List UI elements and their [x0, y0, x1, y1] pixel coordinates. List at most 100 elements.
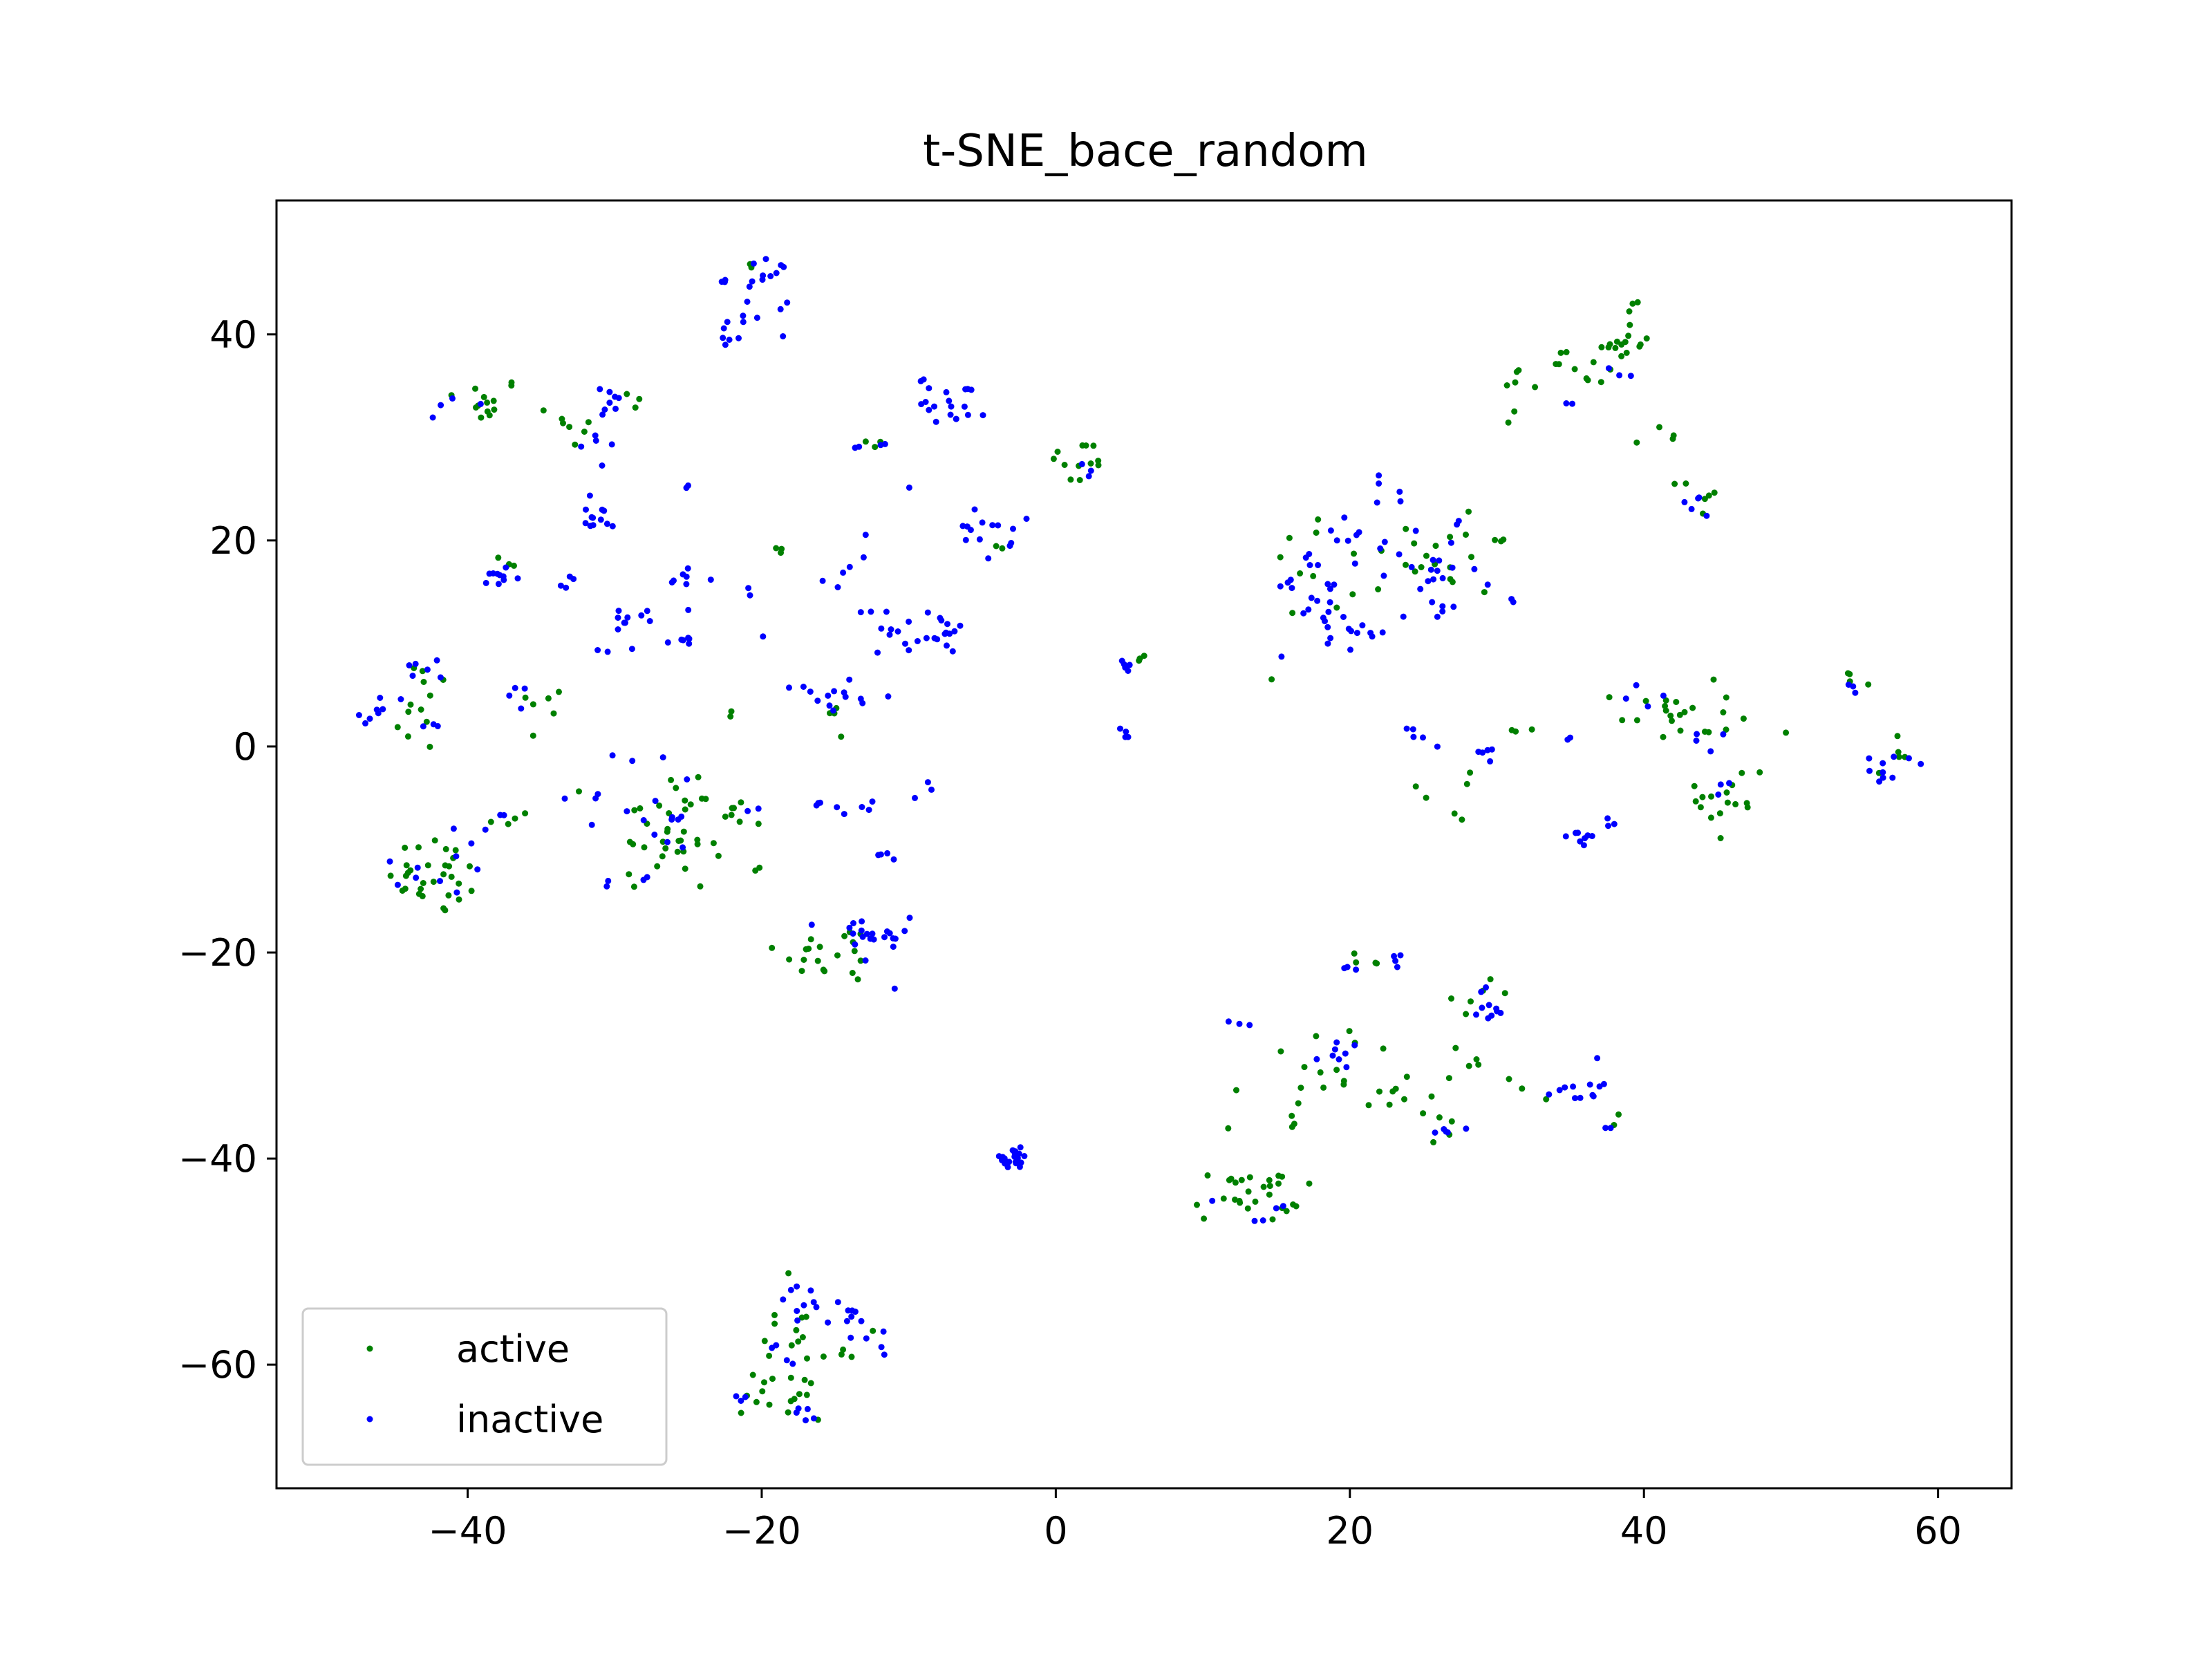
- point-active: [668, 776, 675, 783]
- point-active: [1136, 657, 1143, 664]
- point-active: [1076, 477, 1083, 483]
- y-tick-label: 0: [234, 725, 257, 769]
- y-tick-label: −40: [178, 1137, 257, 1181]
- point-inactive: [794, 1308, 800, 1314]
- point-inactive: [971, 506, 978, 513]
- plot-frame: [275, 199, 2013, 1490]
- point-active: [1228, 1175, 1235, 1182]
- point-inactive: [438, 402, 444, 409]
- point-inactive: [814, 697, 821, 704]
- point-active: [512, 815, 518, 822]
- point-inactive: [671, 577, 677, 584]
- point-inactive: [846, 676, 853, 683]
- point-active: [1436, 1114, 1443, 1121]
- point-active: [673, 785, 679, 791]
- point-inactive: [760, 633, 767, 640]
- point-inactive: [1331, 581, 1338, 588]
- point-active: [851, 948, 858, 955]
- point-active: [1662, 697, 1669, 704]
- point-inactive: [1329, 1052, 1336, 1059]
- point-inactive: [1880, 760, 1886, 767]
- point-inactive: [815, 800, 822, 807]
- point-inactive: [437, 674, 444, 681]
- point-inactive: [886, 930, 893, 937]
- point-inactive: [601, 507, 608, 514]
- point-inactive: [506, 692, 513, 699]
- point-active: [419, 668, 426, 675]
- point-active: [491, 406, 498, 413]
- point-active: [1315, 516, 1322, 523]
- point-active: [545, 695, 552, 702]
- point-inactive: [1327, 599, 1333, 606]
- point-active: [1252, 1198, 1259, 1205]
- point-active: [405, 709, 412, 715]
- point-inactive: [906, 484, 912, 491]
- point-inactive: [1123, 729, 1130, 735]
- point-active: [632, 404, 639, 411]
- point-inactive: [800, 1302, 807, 1309]
- point-active: [1708, 793, 1714, 800]
- point-active: [1340, 1078, 1347, 1085]
- point-active: [848, 1353, 855, 1360]
- point-inactive: [881, 934, 888, 941]
- point-active: [1895, 749, 1902, 756]
- point-inactive: [605, 877, 612, 884]
- point-inactive: [1703, 512, 1710, 519]
- point-inactive: [1353, 630, 1360, 637]
- point-inactive: [869, 930, 876, 937]
- point-active: [480, 393, 487, 400]
- point-active: [1245, 1188, 1252, 1195]
- point-inactive: [434, 723, 441, 729]
- point-inactive: [735, 335, 742, 341]
- point-active: [753, 1398, 760, 1405]
- point-active: [1268, 676, 1275, 683]
- point-inactive: [881, 1351, 888, 1358]
- point-active: [1244, 1205, 1251, 1212]
- x-tick-label: −20: [722, 1509, 801, 1553]
- point-inactive: [1351, 1042, 1358, 1049]
- point-inactive: [953, 415, 959, 422]
- point-inactive: [597, 516, 604, 523]
- point-inactive: [922, 399, 929, 405]
- point-active: [1498, 538, 1504, 545]
- point-active: [1667, 712, 1674, 719]
- point-inactive: [750, 260, 757, 267]
- point-active: [656, 802, 663, 809]
- point-active: [1220, 1195, 1227, 1202]
- point-inactive: [685, 606, 692, 613]
- point-inactive: [810, 1415, 817, 1422]
- point-active: [427, 743, 433, 750]
- point-active: [1333, 1067, 1340, 1074]
- point-active: [820, 1353, 827, 1360]
- point-active: [654, 863, 661, 870]
- point-active: [1375, 586, 1382, 592]
- point-inactive: [1376, 480, 1382, 487]
- point-inactive: [1918, 760, 1924, 767]
- point-active: [838, 1351, 845, 1358]
- point-inactive: [1403, 725, 1410, 732]
- point-active: [456, 880, 462, 887]
- point-inactive: [962, 536, 969, 543]
- point-inactive: [453, 853, 460, 860]
- point-inactive: [1889, 774, 1896, 781]
- point-inactive: [651, 832, 658, 838]
- point-inactive: [362, 720, 368, 727]
- point-inactive: [924, 609, 931, 616]
- point-active: [1699, 794, 1706, 800]
- point-inactive: [1340, 614, 1347, 620]
- point-active: [1392, 1085, 1399, 1092]
- series-inactive: [355, 256, 1924, 1424]
- point-active: [1557, 349, 1564, 356]
- point-active: [1506, 1076, 1512, 1082]
- point-inactive: [1876, 778, 1883, 785]
- point-inactive: [995, 522, 1002, 529]
- point-inactive: [943, 629, 949, 636]
- point-inactive: [609, 523, 616, 529]
- point-inactive: [1707, 748, 1714, 755]
- point-inactive: [587, 523, 594, 529]
- point-active: [1310, 572, 1317, 579]
- point-inactive: [1605, 823, 1611, 830]
- point-active: [771, 1311, 778, 1318]
- point-inactive: [668, 816, 675, 823]
- point-active: [495, 554, 502, 561]
